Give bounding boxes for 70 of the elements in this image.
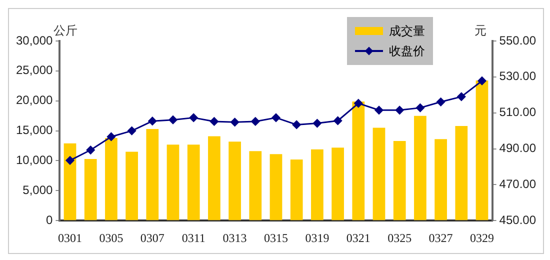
point (436, 98, 446, 106)
y-tick-label: 0 (46, 212, 54, 227)
point (251, 117, 260, 126)
point (210, 117, 218, 126)
bar (84, 158, 97, 220)
y-tick-label: 25,000 (16, 63, 54, 78)
point (334, 116, 342, 125)
bar (372, 128, 386, 220)
y-tick-label: 5,000 (22, 182, 54, 197)
x-tick-label: 0325 (388, 230, 412, 245)
point (106, 132, 116, 141)
bar (64, 143, 76, 220)
bar (311, 149, 324, 220)
legend-label: 收盘价 (389, 42, 425, 60)
bar (352, 101, 365, 220)
y-tick-label: 20,000 (16, 93, 54, 108)
y2-tick-label: 510.00 (499, 105, 536, 120)
bar (208, 136, 220, 220)
y-tick-label: 30,000 (16, 33, 54, 48)
point (189, 113, 198, 122)
point (86, 146, 95, 154)
bar (228, 142, 241, 220)
x-tick-label: 0327 (428, 230, 453, 245)
bar (270, 154, 282, 220)
bar (414, 116, 426, 220)
bar (146, 129, 159, 220)
x-tick-label: 0301 (58, 230, 82, 245)
x-tick-label: 0321 (346, 230, 370, 245)
point (128, 126, 136, 136)
point (312, 119, 322, 128)
point (457, 92, 466, 101)
point (395, 106, 404, 114)
y2-tick-label: 470.00 (499, 176, 536, 191)
y2-tick-label: 490.00 (499, 141, 536, 156)
point (66, 156, 74, 165)
y-axis-title: 公斤 (54, 23, 78, 38)
y2-axis-title: 元 (474, 23, 486, 38)
bar (187, 144, 200, 220)
x-tick-label: 0329 (470, 230, 494, 245)
point (168, 116, 178, 124)
bar (126, 152, 138, 220)
point (354, 99, 363, 108)
y2-tick-label: 550.00 (499, 33, 536, 48)
y2-tick-label: 530.00 (499, 69, 536, 84)
point (374, 106, 384, 114)
bar (393, 140, 406, 220)
y-tick-label: 10,000 (16, 153, 54, 168)
point (272, 113, 280, 122)
x-tick-label: 0315 (264, 230, 288, 245)
bar (332, 148, 344, 220)
y-tick-label: 15,000 (16, 123, 54, 138)
point (292, 120, 301, 129)
legend-label: 成交量 (389, 22, 425, 40)
x-tick-label: 0305 (99, 230, 124, 245)
point (416, 104, 424, 112)
point (230, 118, 240, 126)
x-tick-label: 0311 (182, 230, 206, 245)
point (148, 116, 157, 126)
bar (290, 160, 303, 220)
bar (249, 151, 262, 220)
x-tick-label: 0313 (222, 230, 247, 245)
x-tick-label: 0319 (305, 230, 330, 245)
bar (105, 138, 118, 220)
bar (166, 144, 180, 220)
x-tick-label: 0307 (140, 230, 164, 245)
bar (455, 126, 468, 220)
y2-tick-label: 450.00 (499, 212, 536, 227)
point (478, 76, 486, 86)
bar (434, 139, 447, 220)
bar (476, 80, 488, 220)
